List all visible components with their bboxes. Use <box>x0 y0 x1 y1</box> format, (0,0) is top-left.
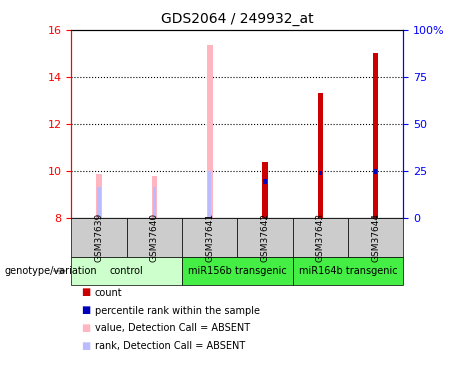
Text: percentile rank within the sample: percentile rank within the sample <box>95 306 260 315</box>
Text: value, Detection Call = ABSENT: value, Detection Call = ABSENT <box>95 324 249 333</box>
Bar <box>152 177 157 218</box>
Text: GSM37641: GSM37641 <box>205 213 214 262</box>
Text: count: count <box>95 288 122 297</box>
Text: ■: ■ <box>81 306 90 315</box>
Text: GSM37643: GSM37643 <box>316 213 325 262</box>
Bar <box>319 171 322 175</box>
Bar <box>262 162 268 218</box>
Text: rank, Detection Call = ABSENT: rank, Detection Call = ABSENT <box>95 342 245 351</box>
Text: ■: ■ <box>81 342 90 351</box>
Bar <box>318 93 323 218</box>
Text: GSM37639: GSM37639 <box>95 213 104 262</box>
Text: miR156b transgenic: miR156b transgenic <box>188 266 287 276</box>
Bar <box>373 54 378 217</box>
Bar <box>263 179 267 183</box>
Title: GDS2064 / 249932_at: GDS2064 / 249932_at <box>161 12 314 26</box>
Text: control: control <box>110 266 144 276</box>
Text: genotype/variation: genotype/variation <box>5 266 97 276</box>
Text: ■: ■ <box>81 324 90 333</box>
Bar <box>207 45 213 218</box>
Text: ■: ■ <box>81 288 90 297</box>
Text: miR164b transgenic: miR164b transgenic <box>299 266 397 276</box>
Bar <box>96 174 102 217</box>
Bar <box>153 187 156 218</box>
Bar <box>97 187 101 218</box>
Text: GSM37644: GSM37644 <box>371 213 380 262</box>
Bar <box>208 171 212 217</box>
Bar <box>374 170 378 174</box>
Text: GSM37642: GSM37642 <box>260 213 270 262</box>
Text: GSM37640: GSM37640 <box>150 213 159 262</box>
